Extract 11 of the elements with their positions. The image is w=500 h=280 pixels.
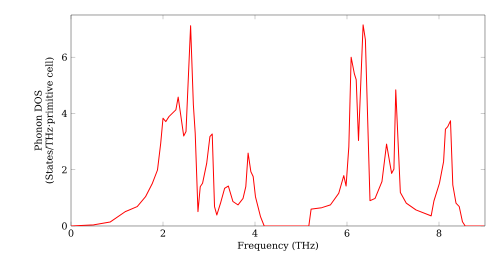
x-tick-label: 4 bbox=[252, 230, 258, 237]
x-tick-label: 6 bbox=[344, 230, 350, 237]
y-tick-label: 2 bbox=[62, 166, 67, 174]
x-tick-label: 0 bbox=[68, 230, 74, 237]
x-tick-label: 2 bbox=[160, 230, 166, 237]
y-axis-title: Phonon DOS (States/THz·primitive cell) bbox=[34, 58, 55, 184]
x-tick-label: 8 bbox=[436, 230, 442, 237]
x-axis-title: Frequency (THz) bbox=[238, 242, 318, 251]
y-tick-label: 4 bbox=[62, 110, 67, 117]
y-tick-label: 6 bbox=[62, 54, 67, 61]
y-tick-label: 0 bbox=[62, 222, 67, 230]
